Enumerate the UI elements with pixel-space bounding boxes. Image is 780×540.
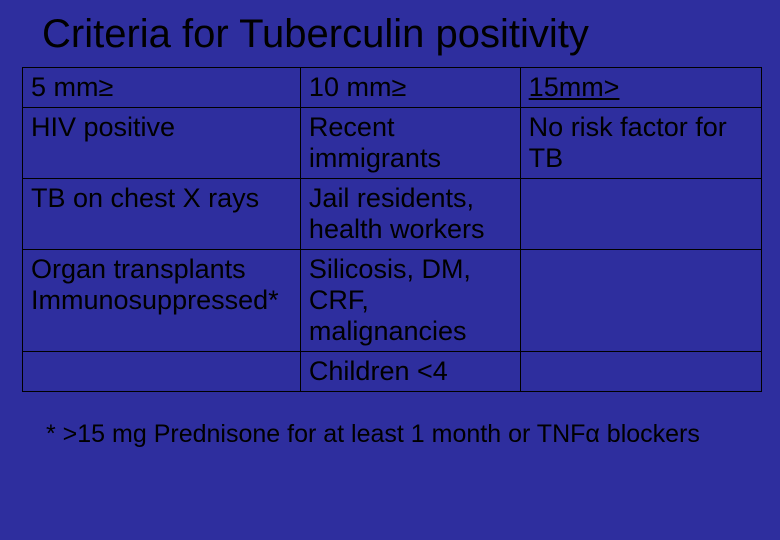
table-row: HIV positive Recent immigrants No risk f… [23, 108, 762, 179]
table-row: Children <4 [23, 352, 762, 392]
cell: HIV positive [23, 108, 301, 179]
cell: Jail residents, health workers [300, 179, 520, 250]
cell: Organ transplants Immunosuppressed* [23, 250, 301, 352]
cell [520, 250, 761, 352]
cell [520, 352, 761, 392]
criteria-table: 5 mm≥ 10 mm≥ 15mm> HIV positive Recent i… [22, 67, 762, 392]
cell: TB on chest X rays [23, 179, 301, 250]
cell: No risk factor for TB [520, 108, 761, 179]
header-15mm: 15mm> [520, 68, 761, 108]
cell: Recent immigrants [300, 108, 520, 179]
table-row: Organ transplants Immunosuppressed* Sili… [23, 250, 762, 352]
cell: Silicosis, DM, CRF, malignancies [300, 250, 520, 352]
page-title: Criteria for Tuberculin positivity [42, 12, 762, 57]
header-5mm: 5 mm≥ [23, 68, 301, 108]
cell [23, 352, 301, 392]
table-header-row: 5 mm≥ 10 mm≥ 15mm> [23, 68, 762, 108]
footnote: * >15 mg Prednisone for at least 1 month… [46, 420, 762, 449]
cell: Children <4 [300, 352, 520, 392]
header-10mm: 10 mm≥ [300, 68, 520, 108]
table-row: TB on chest X rays Jail residents, healt… [23, 179, 762, 250]
cell [520, 179, 761, 250]
